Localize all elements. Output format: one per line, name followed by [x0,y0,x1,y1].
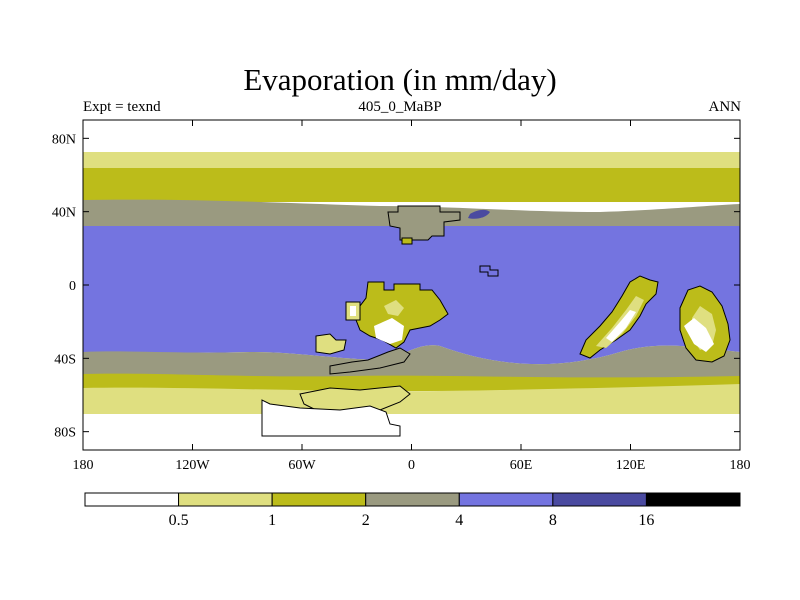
legend-swatch [178,492,273,507]
legend-swatch [84,492,180,507]
landmass-south-central [329,347,411,375]
legend-swatch [552,492,647,507]
band-south-light [83,384,740,414]
map-field [83,120,740,450]
legend-label: 8 [549,512,557,529]
lon-label: 120W [175,458,210,473]
legend-label: 0.5 [169,512,189,529]
lon-label: 180 [730,458,751,473]
lon-label: 60E [510,458,533,473]
legend-swatch [271,492,367,507]
legend-swatch [645,492,741,507]
desert-central [374,318,404,344]
landmass-islets-east [479,265,499,277]
band-south-mid [83,373,740,392]
lat-label: 40S [54,352,76,367]
map-axes: 80N 40N 0 40S 80S 180 120W 60W 0 60E 120E 180 [52,119,751,473]
season-label: ANN [708,99,742,115]
legend-swatch [365,492,460,507]
lon-label: 120E [616,458,646,473]
lon-label: 60W [288,458,316,473]
lat-label: 40N [52,206,76,221]
landmass-north-a [387,205,461,241]
band-north-mid [83,168,740,202]
landmass-southwest [315,333,347,355]
legend-label: 2 [362,512,370,529]
landmass-small-island-core [350,306,356,316]
legend-label: 4 [455,512,463,529]
lon-label: 180 [73,458,94,473]
desert-far-east-core [684,318,714,352]
legend-label: 16 [638,512,654,529]
landmass-islet [401,237,413,245]
antarctic-coast [261,399,401,437]
legend-swatch [458,492,554,507]
desert-central-b [384,300,404,316]
lat-label: 80S [54,426,76,441]
legend-label: 1 [268,512,276,529]
desert-east-strip-core [606,310,636,342]
lat-label: 80N [52,132,76,147]
lon-label: 0 [408,458,415,473]
plot-title: Evaporation (in mm/day) [243,62,557,97]
period-label: 405_0_MaBP [358,99,442,115]
color-legend: 0.5 1 2 4 8 16 [84,492,741,529]
band-south-grey [83,345,740,380]
inland-sea-dark [468,209,490,219]
lat-label: 0 [69,279,76,294]
experiment-label: Expt = texnd [83,99,161,115]
